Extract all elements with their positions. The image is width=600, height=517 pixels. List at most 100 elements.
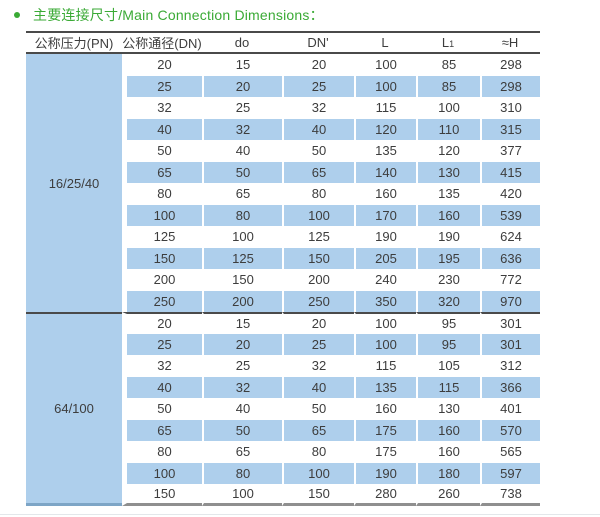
dimension-value-cell: 80 xyxy=(122,183,202,205)
dimension-value-cell: 377 xyxy=(480,140,540,162)
dimension-value-cell: 160 xyxy=(416,441,480,463)
dimension-value-cell: 150 xyxy=(282,484,354,506)
dimension-value-cell: 135 xyxy=(354,140,416,162)
dimension-value-cell: 20 xyxy=(282,312,354,334)
dimension-value-cell: 65 xyxy=(122,419,202,441)
dimension-value-cell: 40 xyxy=(282,376,354,398)
dimension-value-cell: 260 xyxy=(416,484,480,506)
dimension-value-cell: 32 xyxy=(282,97,354,119)
pressure-group-64-100: 64/100 20 15 20 100 95 301 25 20 25 100 95 301 32 25 32… xyxy=(26,312,540,506)
dimension-value-cell: 50 xyxy=(282,140,354,162)
dimension-value-cell: 80 xyxy=(202,204,282,226)
dimension-value-cell: 100 xyxy=(354,75,416,97)
dimension-value-cell: 32 xyxy=(202,376,282,398)
dimension-value-cell: 160 xyxy=(416,419,480,441)
dimension-value-cell: 100 xyxy=(354,312,416,334)
dimension-value-cell: 80 xyxy=(282,183,354,205)
dimension-value-cell: 636 xyxy=(480,247,540,269)
dimension-value-cell: 401 xyxy=(480,398,540,420)
column-header-dn: 公称通径(DN) xyxy=(122,31,202,54)
table-row: 250 200 250 350 320 970 xyxy=(26,290,540,312)
dimension-value-cell: 40 xyxy=(122,376,202,398)
dimension-value-cell: 25 xyxy=(282,75,354,97)
dimension-value-cell: 100 xyxy=(282,204,354,226)
dimension-value-cell: 50 xyxy=(122,140,202,162)
dimension-value-cell: 100 xyxy=(122,204,202,226)
dimension-value-cell: 160 xyxy=(416,204,480,226)
dimension-value-cell: 190 xyxy=(354,462,416,484)
dimension-value-cell: 65 xyxy=(202,183,282,205)
dimension-value-cell: 200 xyxy=(282,269,354,291)
dimension-value-cell: 175 xyxy=(354,419,416,441)
table-row: 125 100 125 190 190 624 xyxy=(26,226,540,248)
dimension-value-cell: 200 xyxy=(202,290,282,312)
dimension-value-cell: 135 xyxy=(416,183,480,205)
dimension-value-cell: 65 xyxy=(282,161,354,183)
dimension-value-cell: 298 xyxy=(480,75,540,97)
table-row: 25 20 25 100 95 301 xyxy=(26,333,540,355)
dimension-value-cell: 15 xyxy=(202,312,282,334)
dimension-value-cell: 100 xyxy=(416,97,480,119)
table-row: 40 32 40 120 110 315 xyxy=(26,118,540,140)
dimension-value-cell: 40 xyxy=(202,398,282,420)
dimension-value-cell: 130 xyxy=(416,398,480,420)
column-header-l1-base: L xyxy=(441,35,450,50)
table-row: 50 40 50 135 120 377 xyxy=(26,140,540,162)
dimension-value-cell: 160 xyxy=(354,398,416,420)
dimension-value-cell: 80 xyxy=(282,441,354,463)
column-header-pn: 公称压力(PN) xyxy=(26,31,122,54)
table-row: 64/100 20 15 20 100 95 301 xyxy=(26,312,540,506)
dimension-value-cell: 32 xyxy=(122,97,202,119)
column-header-l1: L1 xyxy=(416,31,480,54)
dimension-value-cell: 20 xyxy=(282,54,354,76)
dimension-value-cell: 250 xyxy=(122,290,202,312)
dimension-value-cell: 25 xyxy=(282,333,354,355)
table-row: 40 32 40 135 115 366 xyxy=(26,376,540,398)
table-row: 32 25 32 115 105 312 xyxy=(26,355,540,377)
dimension-value-cell: 115 xyxy=(416,376,480,398)
dimension-value-cell: 301 xyxy=(480,333,540,355)
dimension-value-cell: 150 xyxy=(122,247,202,269)
pressure-group-cell: 64/100 xyxy=(26,312,122,506)
dimension-value-cell: 100 xyxy=(282,462,354,484)
dimension-value-cell: 50 xyxy=(202,419,282,441)
dimension-value-cell: 150 xyxy=(122,484,202,506)
dimension-value-cell: 175 xyxy=(354,441,416,463)
table-row: 150 100 150 280 260 738 xyxy=(26,484,540,506)
dimension-value-cell: 25 xyxy=(122,333,202,355)
section-title: 主要连接尺寸/Main Connection Dimensions： xyxy=(14,5,324,25)
dimension-value-cell: 298 xyxy=(480,54,540,76)
dimension-value-cell: 312 xyxy=(480,355,540,377)
dimension-value-cell: 772 xyxy=(480,269,540,291)
dimension-value-cell: 95 xyxy=(416,333,480,355)
dimension-value-cell: 40 xyxy=(282,118,354,140)
dimension-value-cell: 100 xyxy=(202,484,282,506)
dimension-value-cell: 310 xyxy=(480,97,540,119)
column-header-l1-subscript: 1 xyxy=(449,39,455,49)
dimension-value-cell: 20 xyxy=(122,54,202,76)
dimension-value-cell: 420 xyxy=(480,183,540,205)
table-row: 65 50 65 175 160 570 xyxy=(26,419,540,441)
pressure-group-cell: 16/25/40 xyxy=(26,54,122,312)
dimension-value-cell: 180 xyxy=(416,462,480,484)
table-row: 100 80 100 190 180 597 xyxy=(26,462,540,484)
table-row: 25 20 25 100 85 298 xyxy=(26,75,540,97)
dimension-value-cell: 105 xyxy=(416,355,480,377)
dimension-value-cell: 120 xyxy=(354,118,416,140)
dimension-value-cell: 195 xyxy=(416,247,480,269)
dimension-value-cell: 25 xyxy=(202,355,282,377)
section-title-text: 主要连接尺寸/Main Connection Dimensions： xyxy=(33,7,324,23)
dimension-value-cell: 350 xyxy=(354,290,416,312)
dimension-value-cell: 624 xyxy=(480,226,540,248)
bullet-icon xyxy=(14,12,20,18)
table-row: 80 65 80 175 160 565 xyxy=(26,441,540,463)
table-row: 150 125 150 205 195 636 xyxy=(26,247,540,269)
dimension-value-cell: 150 xyxy=(282,247,354,269)
dimension-value-cell: 100 xyxy=(354,54,416,76)
dimension-value-cell: 125 xyxy=(282,226,354,248)
dimension-value-cell: 366 xyxy=(480,376,540,398)
header-row: 公称压力(PN) 公称通径(DN) do DN' L L1 ≈H xyxy=(26,31,540,54)
dimension-value-cell: 65 xyxy=(282,419,354,441)
dimension-value-cell: 85 xyxy=(416,54,480,76)
